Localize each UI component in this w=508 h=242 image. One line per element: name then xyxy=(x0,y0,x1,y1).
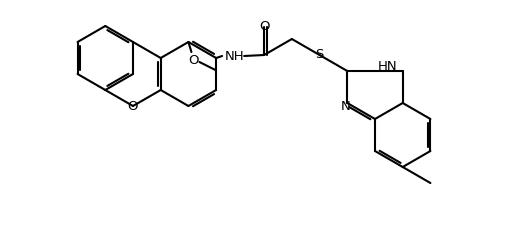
Text: O: O xyxy=(259,21,269,33)
Text: N: N xyxy=(340,99,350,113)
Text: O: O xyxy=(128,99,138,113)
Text: S: S xyxy=(315,48,324,61)
Text: HN: HN xyxy=(378,60,398,73)
Text: NH: NH xyxy=(225,50,244,62)
Text: O: O xyxy=(188,53,199,67)
